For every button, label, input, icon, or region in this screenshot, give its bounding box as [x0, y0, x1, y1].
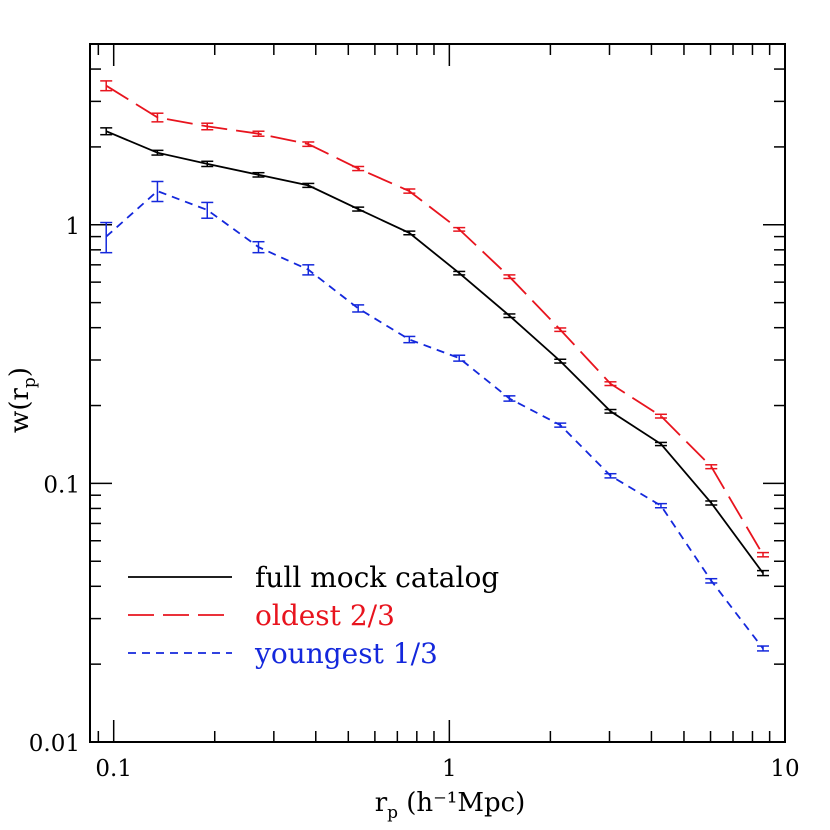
x-tick-label: 0.1 — [95, 756, 132, 782]
legend-label: full mock catalog — [255, 561, 499, 594]
legend-label: youngest 1/3 — [254, 637, 438, 670]
series-3 — [100, 180, 770, 652]
x-axis-label: rp (h⁻¹Mpc) — [375, 788, 526, 823]
plot-frame — [89, 43, 786, 743]
series-1 — [100, 127, 770, 577]
x-tick-label: 1 — [442, 756, 457, 782]
legend-label: oldest 2/3 — [255, 599, 395, 632]
x-tick-label: 10 — [770, 756, 799, 782]
series-layer — [100, 80, 770, 652]
y-tick-label: 0.1 — [43, 472, 80, 498]
series-line — [105, 190, 764, 650]
axis-ticks: 0.1 1 10 0.01 0.1 1 — [29, 43, 800, 782]
series-2 — [100, 80, 770, 558]
series-line — [105, 84, 764, 556]
legend: full mock catalog oldest 2/3 youngest 1/3 — [128, 561, 499, 670]
series-line — [105, 130, 764, 574]
y-tick-label: 1 — [65, 214, 80, 240]
y-tick-label: 0.01 — [29, 731, 80, 757]
y-axis-label: w(rp) — [5, 367, 40, 433]
